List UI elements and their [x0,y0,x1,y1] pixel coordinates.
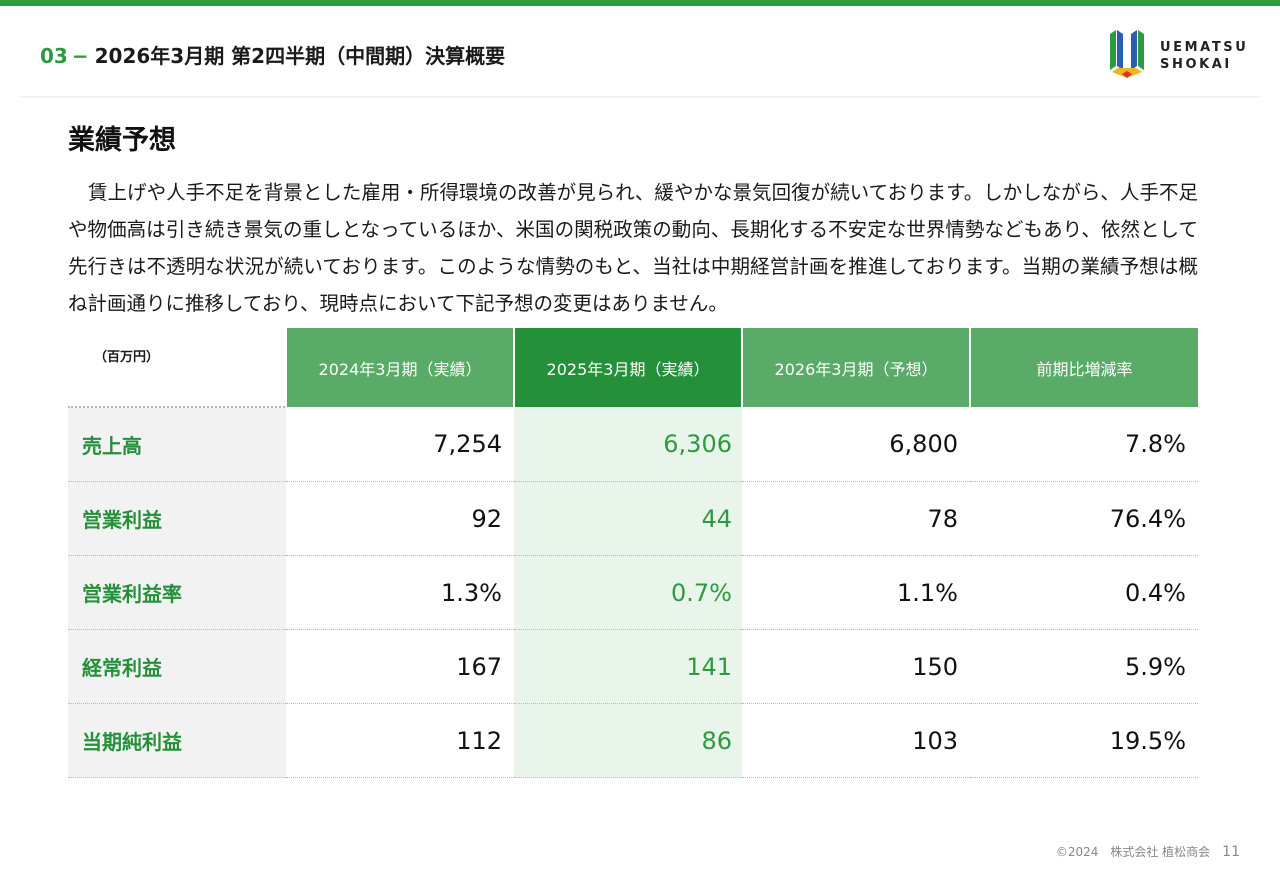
page-header: 03−2026年3月期 第2四半期（中間期）決算概要 UEMATSU SHOKA… [0,6,1280,98]
table-cell: 6,800 [742,407,970,482]
section-number: 03 [40,44,68,68]
table-row: 売上高 7,254 6,306 6,800 7.8% [68,407,1198,482]
logo-line-2: SHOKAI [1160,57,1232,72]
unit-label: （百万円） [68,328,286,408]
section-title: 業績予想 [68,125,176,156]
table-row: 営業利益 92 44 78 76.4% [68,481,1198,556]
title-text: 2026年3月期 第2四半期（中間期）決算概要 [94,44,506,68]
row-label: 当期純利益 [68,703,286,778]
table-cell: 1.3% [286,555,514,630]
copyright-text: ©2024 株式会社 植松商会 [1055,845,1211,859]
table-cell: 7,254 [286,407,514,482]
column-header-yoy-change: 前期比増減率 [969,328,1198,407]
company-logo: UEMATSU SHOKAI [1110,30,1250,80]
table-cell: 44 [514,481,742,556]
forecast-description: 賃上げや人手不足を背景とした雇用・所得環境の改善が見られ、緩やかな景気回復が続い… [68,181,1198,315]
row-label: 営業利益率 [68,555,286,630]
table-cell: 86 [514,703,742,778]
logo-line-1: UEMATSU [1160,40,1249,55]
row-label: 売上高 [68,407,286,482]
table-cell: 0.7% [514,555,742,630]
table-cell: 5.9% [970,629,1198,704]
table-cell: 112 [286,703,514,778]
forecast-table: （百万円） 2024年3月期（実績） 2025年3月期（実績） 2026年3月期… [68,328,1198,778]
page-title: 03−2026年3月期 第2四半期（中間期）決算概要 [40,40,505,69]
table-row: 当期純利益 112 86 103 19.5% [68,703,1198,778]
logo-wordmark: UEMATSU SHOKAI [1160,39,1248,73]
column-header-fy2024: 2024年3月期（実績） [285,328,514,407]
row-label: 営業利益 [68,481,286,556]
table-cell: 76.4% [970,481,1198,556]
column-header-fy2026: 2026年3月期（予想） [741,328,970,407]
table-cell: 150 [742,629,970,704]
table-cell: 167 [286,629,514,704]
table-cell: 1.1% [742,555,970,630]
row-label: 経常利益 [68,629,286,704]
table-header-row: （百万円） 2024年3月期（実績） 2025年3月期（実績） 2026年3月期… [68,328,1198,408]
table-cell: 19.5% [970,703,1198,778]
column-header-fy2025: 2025年3月期（実績） [513,328,742,407]
table-cell: 7.8% [970,407,1198,482]
title-dash: − [71,44,89,68]
table-cell: 78 [742,481,970,556]
table-cell: 92 [286,481,514,556]
top-accent-bar [0,0,1280,6]
table-row: 営業利益率 1.3% 0.7% 1.1% 0.4% [68,555,1198,630]
table-cell: 6,306 [514,407,742,482]
table-cell: 141 [514,629,742,704]
table-cell: 103 [742,703,970,778]
page-number: 11 [1222,844,1240,860]
page-footer: ©2024 株式会社 植松商会 11 [1056,843,1240,860]
header-divider [20,96,1260,99]
table-row: 経常利益 167 141 150 5.9% [68,629,1198,704]
uematsu-logo-mark-icon [1110,30,1144,78]
table-cell: 0.4% [970,555,1198,630]
